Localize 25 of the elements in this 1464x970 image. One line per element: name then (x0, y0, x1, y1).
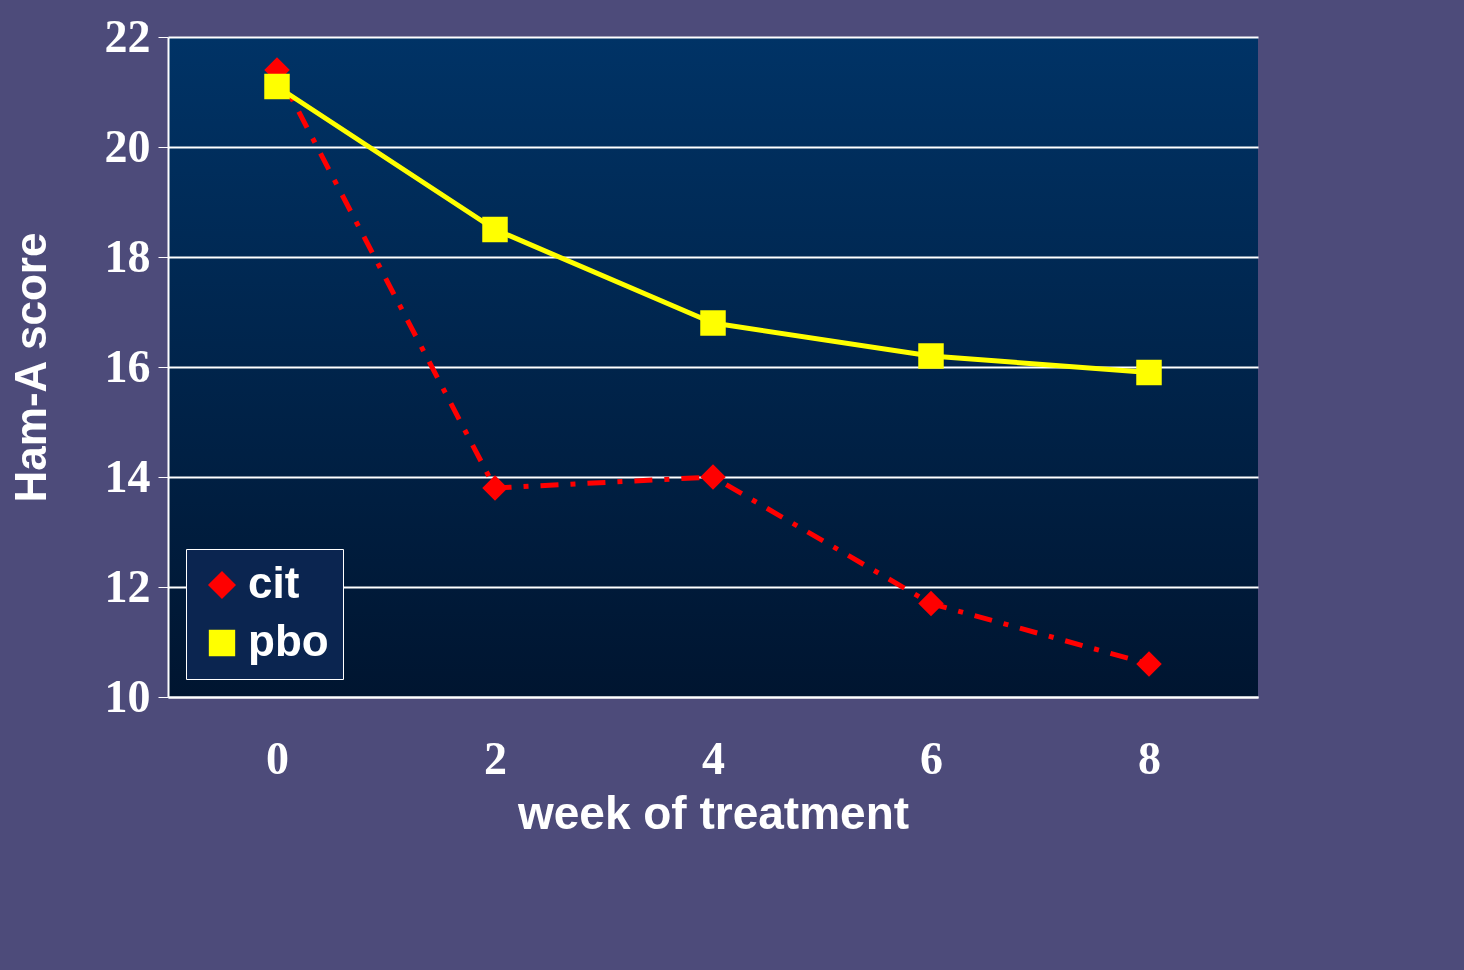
y-tick-label: 22 (104, 10, 151, 62)
point (482, 216, 508, 243)
x-axis-title: week of treatment (516, 786, 910, 839)
y-axis-title: Ham-A score (5, 232, 55, 503)
point (700, 310, 726, 336)
point (1136, 651, 1162, 677)
y-tick-label: 16 (104, 340, 151, 392)
y-tick-label: 20 (104, 120, 151, 172)
point (918, 590, 944, 617)
y-tick-label: 10 (104, 670, 151, 722)
y-tick-label: 14 (104, 450, 151, 502)
point (700, 464, 726, 490)
legend-label: pbo (248, 616, 329, 665)
point (1136, 359, 1162, 386)
x-tick-label: 8 (1138, 732, 1161, 784)
point (918, 343, 944, 369)
point (482, 475, 508, 501)
x-tick-label: 0 (266, 732, 289, 784)
x-tick-label: 4 (702, 732, 725, 784)
legend-label: cit (248, 558, 300, 607)
point (264, 73, 290, 100)
y-tick-label: 12 (104, 560, 151, 612)
y-tick-label: 18 (104, 230, 151, 282)
x-tick-label: 2 (484, 732, 507, 784)
x-tick-label: 6 (920, 732, 943, 784)
